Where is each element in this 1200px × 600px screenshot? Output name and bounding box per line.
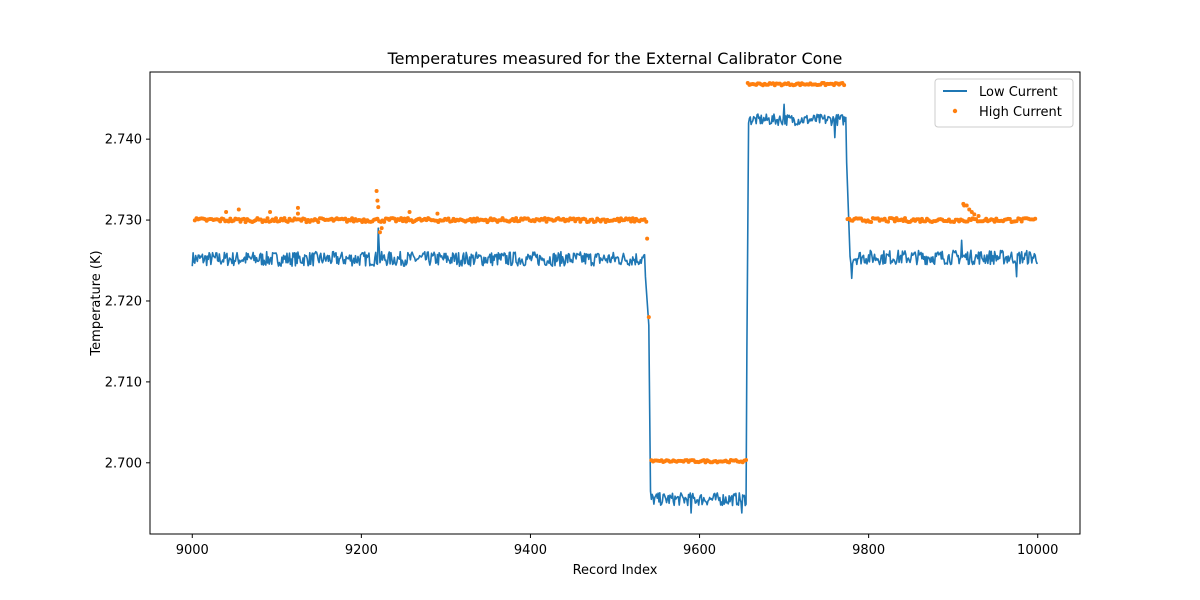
high-current-point [964, 203, 969, 208]
high-current-point [576, 216, 581, 221]
y-tick-label: 2.720 [105, 294, 142, 309]
series-layer [191, 80, 1038, 514]
y-axis-label: Temperature (K) [89, 250, 104, 356]
high-current-point [268, 209, 273, 214]
high-current-point [241, 216, 246, 221]
high-current-point [285, 219, 290, 224]
high-current-point [263, 219, 268, 224]
series-low-current-line [191, 103, 1038, 514]
high-current-point [918, 219, 923, 224]
high-current-point [902, 216, 907, 221]
y-tick-label: 2.710 [105, 375, 142, 390]
high-current-point [593, 219, 598, 224]
high-current-point [514, 216, 519, 221]
high-current-point [295, 205, 300, 210]
high-current-point [379, 226, 384, 231]
high-current-point [407, 209, 412, 214]
legend: Low Current High Current [934, 78, 1074, 128]
high-current-point [435, 211, 440, 216]
high-current-point [224, 209, 229, 214]
high-current-point [446, 216, 451, 221]
high-current-point [343, 216, 348, 221]
high-current-point [265, 216, 270, 221]
high-current-point [1007, 216, 1012, 221]
high-current-point [892, 219, 897, 224]
axes-frame [149, 71, 1081, 535]
high-current-point [842, 83, 847, 88]
high-current-point [630, 216, 635, 221]
high-current-point [992, 219, 997, 224]
chart-title: Temperatures measured for the External C… [387, 49, 843, 68]
high-current-point [295, 211, 300, 216]
y-tick-label: 2.740 [105, 133, 142, 148]
high-current-point [972, 212, 977, 217]
high-current-point [302, 217, 307, 222]
y-tick-label: 2.730 [105, 214, 142, 229]
high-current-point [374, 188, 379, 193]
high-current-point [377, 230, 382, 235]
high-current-point [473, 219, 478, 224]
legend-dot-marker [952, 108, 958, 114]
x-axis-ticks: 9000 9200 9400 9600 9800 10000 [176, 534, 1058, 558]
high-current-point [969, 209, 974, 214]
series-high-current [192, 80, 1038, 465]
high-current-point [226, 219, 231, 224]
high-current-point [1033, 216, 1038, 221]
legend-label-high-current: High Current [979, 105, 1062, 120]
high-current-point [399, 216, 404, 221]
high-current-point [1019, 219, 1024, 224]
high-current-point [350, 216, 355, 221]
high-current-point [282, 216, 287, 221]
high-current-point [645, 236, 650, 241]
high-current-point [243, 220, 248, 225]
high-current-point [629, 219, 634, 224]
x-tick-label: 9600 [683, 543, 716, 558]
high-current-point [744, 457, 749, 462]
high-current-point [617, 219, 622, 224]
high-current-point [544, 219, 549, 224]
x-axis-label: Record Index [573, 563, 658, 578]
high-current-point [886, 219, 891, 224]
x-tick-label: 9000 [176, 543, 209, 558]
high-current-point [375, 198, 380, 203]
high-current-point [542, 216, 547, 221]
x-tick-label: 10000 [1017, 543, 1058, 558]
legend-label-low-current: Low Current [979, 85, 1058, 100]
high-current-point [646, 315, 651, 320]
y-tick-label: 2.700 [105, 456, 142, 471]
high-current-point [976, 214, 981, 219]
high-current-point [382, 219, 387, 224]
x-tick-label: 9800 [852, 543, 885, 558]
plot-area [149, 71, 1081, 535]
high-current-point [644, 219, 649, 224]
high-current-point [869, 220, 874, 225]
y-axis-ticks: 2.700 2.710 2.720 2.730 2.740 [105, 133, 150, 471]
legend-frame [934, 78, 1074, 128]
high-current-point [404, 219, 409, 224]
x-tick-label: 9200 [345, 543, 378, 558]
high-current-point [273, 216, 278, 221]
high-current-point [376, 205, 381, 210]
high-current-point [316, 220, 321, 225]
high-current-point [967, 207, 972, 212]
x-tick-label: 9400 [514, 543, 547, 558]
high-current-point [236, 207, 241, 212]
